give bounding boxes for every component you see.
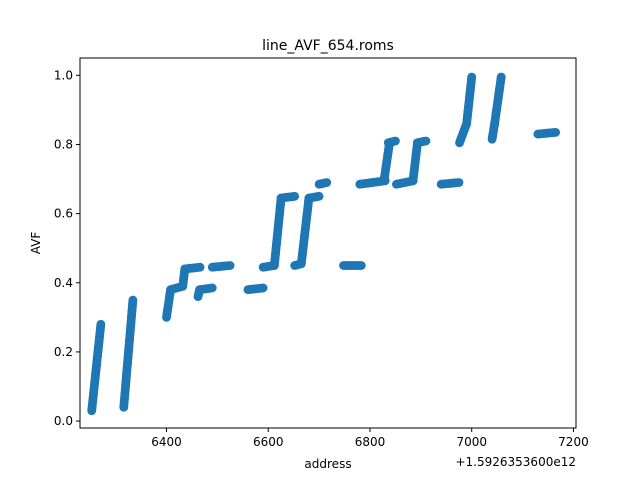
y-tick-label: 1.0 — [54, 68, 73, 82]
y-tick-label: 0.8 — [54, 137, 73, 151]
data-point — [258, 283, 268, 293]
y-tick-label: 0.2 — [54, 345, 73, 359]
data-point — [551, 127, 561, 137]
data-point — [421, 136, 431, 146]
data-point — [356, 261, 366, 270]
data-point — [314, 191, 324, 201]
x-axis-label: address — [304, 457, 351, 471]
x-tick-label: 7200 — [558, 435, 589, 449]
data-point — [290, 191, 300, 201]
y-axis-ticks: 0.0 0.2 0.4 0.6 0.8 1.0 — [54, 68, 80, 428]
data-point — [322, 178, 332, 187]
x-axis-offset-label: +1.5926353600e12 — [455, 455, 576, 469]
y-tick-label: 0.0 — [54, 414, 73, 428]
data-point — [454, 178, 464, 187]
chart-title: line_AVF_654.roms — [262, 38, 394, 54]
data-point — [96, 319, 106, 329]
data-markers — [87, 72, 561, 416]
data-point — [195, 262, 205, 272]
data-point — [496, 72, 506, 82]
x-axis-ticks: 6400 6600 6800 7000 7200 — [151, 428, 589, 449]
y-tick-label: 0.6 — [54, 207, 73, 221]
data-point — [207, 283, 217, 293]
data-point — [467, 72, 477, 82]
data-point — [391, 136, 400, 146]
x-tick-label: 7000 — [456, 435, 487, 449]
y-tick-label: 0.4 — [54, 276, 73, 290]
x-tick-label: 6600 — [253, 435, 284, 449]
data-point — [128, 295, 138, 305]
x-tick-label: 6400 — [151, 435, 182, 449]
y-axis-label: AVF — [29, 232, 43, 255]
plot-frame — [79, 57, 577, 429]
x-tick-label: 6800 — [355, 435, 386, 449]
data-point — [225, 261, 235, 270]
